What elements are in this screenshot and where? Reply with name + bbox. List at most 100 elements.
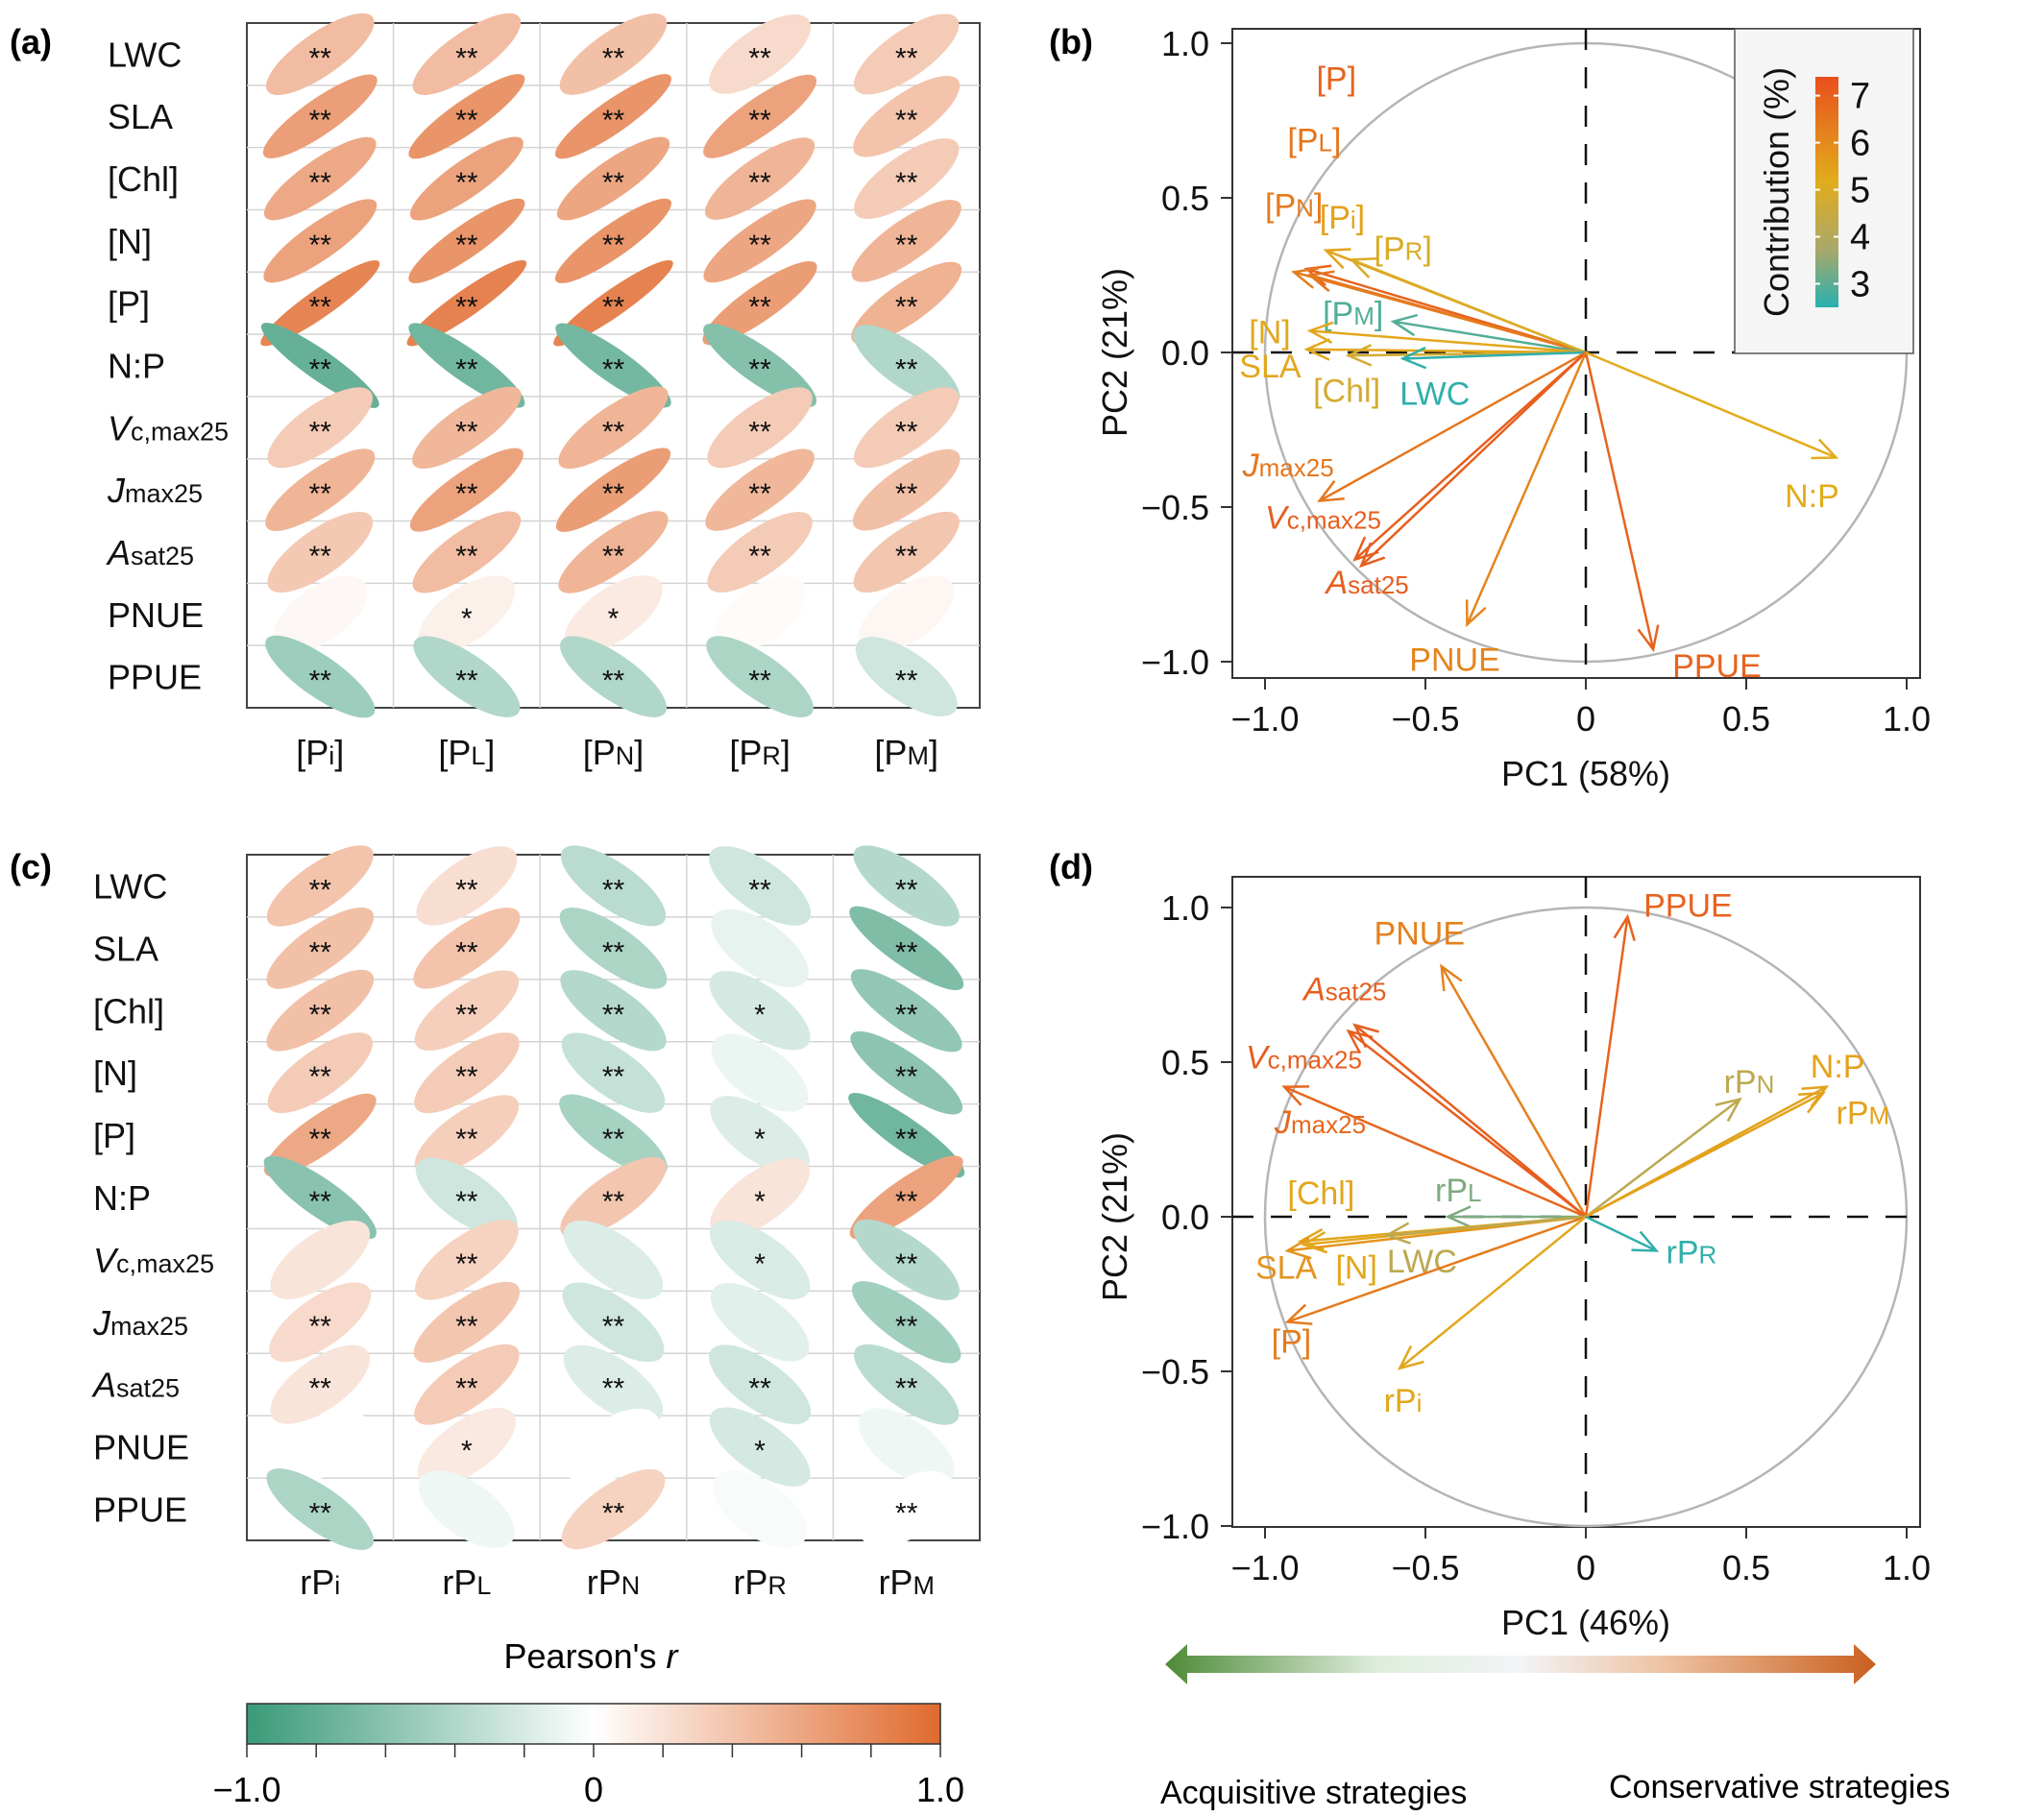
significance-mark: ** [602, 230, 625, 261]
vector-line [1348, 1029, 1587, 1218]
correlation-ellipse [704, 137, 815, 220]
correlation-ellipse [850, 1030, 963, 1115]
correlation-ellipse [269, 1282, 372, 1363]
row-label: Jmax25 [92, 1303, 188, 1343]
vector-label: rPR [1667, 1234, 1717, 1271]
significance-mark: ** [895, 478, 918, 510]
significance-mark: ** [455, 42, 478, 74]
loading-vector: [PR] [1349, 230, 1587, 354]
row-label: [Chl] [93, 991, 164, 1030]
correlation-matrix-c: ** ** ** ** **LWC** ** ** **SLA** ** ** * **[Chl]**… [91, 845, 981, 1602]
y-tick-label: 0.5 [1161, 179, 1209, 218]
colorbar-tick-label-min: −1.0 [212, 1770, 280, 1809]
correlation-ellipse [560, 1156, 667, 1239]
column-label: rPN [587, 1562, 641, 1602]
significance-mark: ** [309, 230, 332, 261]
correlation-ellipse [707, 387, 813, 469]
significance-mark: ** [602, 666, 625, 697]
vector-label: [Chl] [1287, 1175, 1354, 1212]
significance-mark: ** [748, 292, 771, 324]
correlation-ellipse [409, 448, 523, 532]
correlation-ellipse [266, 845, 374, 927]
x-tick-label: 0.5 [1722, 699, 1770, 739]
column-label: [PN] [583, 733, 645, 772]
correlation-ellipse [709, 846, 812, 926]
significance-mark: ** [748, 230, 771, 261]
arrowhead [1613, 913, 1636, 941]
correlation-ellipse [414, 1032, 520, 1114]
x-tick-label: −0.5 [1391, 699, 1459, 739]
y-tick-label: 0.0 [1161, 333, 1209, 373]
arrowhead [1445, 1205, 1472, 1228]
correlation-ellipse [267, 387, 373, 469]
vector-label: [Chl] [1313, 374, 1380, 410]
correlation-ellipse [707, 512, 813, 593]
correlation-ellipse [416, 846, 518, 926]
significance-mark: ** [602, 874, 625, 906]
y-tick-label: 0.5 [1161, 1043, 1209, 1082]
significance-mark: ** [309, 478, 332, 510]
row-label: N:P [108, 347, 165, 386]
correlation-ellipse [559, 1094, 668, 1176]
significance-mark: ** [895, 1373, 918, 1405]
row-label: Vc,max25 [93, 1241, 214, 1280]
correlation-ellipse [854, 13, 960, 95]
significance-mark: ** [895, 666, 918, 697]
arrowhead [1284, 1237, 1312, 1260]
correlation-ellipse [709, 1220, 811, 1299]
significance-mark: ** [602, 354, 625, 386]
row-label: [N] [108, 222, 152, 261]
arrowhead [1281, 1085, 1310, 1106]
vector-line [1386, 1215, 1587, 1237]
correlation-ellipse [853, 1219, 960, 1301]
arrowhead [1317, 479, 1345, 503]
correlation-ellipse [560, 845, 667, 927]
significance-mark: ** [602, 1186, 625, 1218]
column-label: [PM] [874, 733, 938, 772]
significance-mark: ** [309, 936, 332, 968]
correlation-ellipse [851, 261, 962, 345]
vector-label: rPM [1837, 1095, 1890, 1131]
correlation-ellipse [273, 1408, 367, 1486]
loading-vector: Asat25 [1324, 351, 1587, 601]
correlation-ellipse [418, 1470, 515, 1548]
arrowhead [1306, 270, 1335, 293]
correlation-ellipse [559, 13, 668, 95]
x-tick-label: 1.0 [1883, 1548, 1931, 1587]
correlation-ellipse [265, 12, 375, 95]
vector-line [1360, 351, 1587, 568]
correlation-ellipse [260, 323, 379, 408]
legend-title: Contribution (%) [1757, 67, 1796, 317]
y-axis-label: PC2 (21%) [1095, 268, 1134, 437]
arrowhead [1798, 1091, 1826, 1114]
arrowhead [1323, 248, 1351, 270]
arrowhead [1352, 1023, 1379, 1049]
significance-mark: ** [602, 541, 625, 572]
column-label: rPL [442, 1562, 491, 1602]
significance-mark: ** [602, 292, 625, 324]
correlation-ellipse [860, 1470, 954, 1548]
vector-label: PPUE [1643, 888, 1733, 925]
correlation-ellipse [415, 1157, 518, 1238]
significance-mark: * [754, 1186, 766, 1218]
significance-mark: * [461, 1436, 473, 1467]
significance-mark: ** [748, 354, 771, 386]
significance-mark: ** [748, 874, 771, 906]
correlation-ellipse [709, 1344, 812, 1425]
vector-label: rPN [1724, 1064, 1775, 1101]
significance-mark: ** [602, 1373, 625, 1405]
significance-mark: ** [748, 1373, 771, 1405]
loading-vector: Vc,max25 [1246, 1029, 1587, 1218]
arrowhead [1349, 257, 1377, 278]
vector-line [1319, 351, 1587, 502]
correlation-ellipse [859, 575, 955, 653]
y-tick-label: −1.0 [1141, 642, 1209, 682]
correlation-ellipse [554, 198, 672, 283]
y-tick-label: 0.0 [1161, 1198, 1209, 1237]
significance-mark: ** [309, 167, 332, 199]
vector-label: [N] [1335, 1249, 1376, 1286]
vector-label: N:P [1811, 1049, 1865, 1085]
arrowhead [1399, 346, 1427, 370]
arrowhead [1383, 1222, 1411, 1245]
significance-mark: ** [748, 167, 771, 199]
